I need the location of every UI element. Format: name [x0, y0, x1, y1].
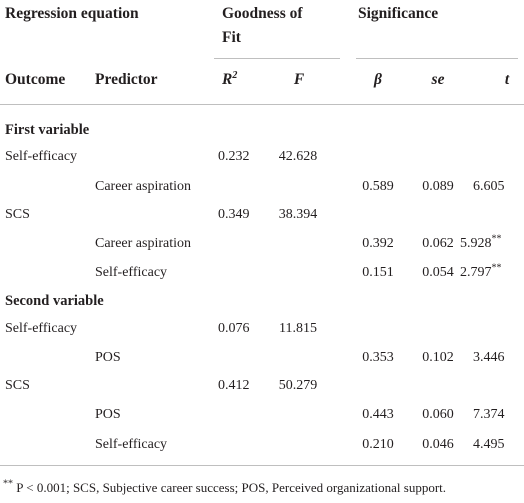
cell: SCS — [5, 207, 30, 222]
group-header: Fit — [222, 29, 241, 46]
cell: SCS — [5, 378, 30, 393]
cell: 0.054 — [422, 265, 454, 280]
group-header: Significance — [358, 5, 439, 22]
cell: Career aspiration — [95, 179, 192, 194]
significance-mark: ** — [491, 262, 502, 274]
cell: Self-efficacy — [5, 321, 78, 336]
cell: 38.394 — [278, 207, 318, 222]
cell: 2.797** — [460, 262, 502, 282]
cell: 0.046 — [422, 437, 454, 452]
column-header: β — [374, 71, 382, 88]
cell: 4.495 — [473, 436, 505, 454]
cell: 0.076 — [218, 321, 250, 336]
cell-value: 3.446 — [473, 350, 505, 365]
cell: 0.232 — [218, 149, 250, 164]
cell: 0.060 — [422, 407, 454, 422]
column-header: R2 — [222, 69, 238, 89]
cell: 11.815 — [279, 321, 317, 336]
cell: 50.279 — [278, 378, 318, 393]
column-header: Outcome — [5, 71, 66, 88]
cell: Self-efficacy — [95, 437, 168, 452]
cell-value: 2.797 — [460, 265, 492, 280]
superscript: 2 — [232, 69, 238, 81]
cell-value: 5.928 — [460, 236, 492, 251]
cell-value: 6.605 — [473, 179, 505, 194]
cell: POS — [95, 407, 121, 422]
cell: 5.928** — [460, 233, 502, 253]
footnote-mark: ** — [3, 478, 13, 490]
cell: 0.353 — [362, 350, 394, 365]
cell: 0.102 — [422, 350, 454, 365]
rule — [0, 465, 524, 466]
group-header: Goodness of — [222, 5, 303, 22]
cell: 7.374 — [473, 406, 505, 424]
cell: 0.443 — [362, 407, 394, 422]
cell: 0.412 — [218, 378, 250, 393]
cell: Career aspiration — [95, 236, 192, 251]
group-header: Regression equation — [5, 5, 139, 22]
cell: 0.392 — [362, 236, 394, 251]
cell: 0.589 — [362, 179, 394, 194]
cell: 0.062 — [422, 236, 454, 251]
column-header: se — [431, 71, 445, 88]
cell: 0.349 — [218, 207, 250, 222]
rule — [214, 58, 340, 59]
cell: 3.446 — [473, 349, 505, 367]
cell: Self-efficacy — [5, 149, 78, 164]
cell: 42.628 — [278, 149, 318, 164]
cell: 0.089 — [422, 179, 454, 194]
footnote-text: P < 0.001; SCS, Subjective career succes… — [16, 480, 447, 495]
rule — [356, 58, 518, 59]
cell: 6.605 — [473, 178, 505, 196]
cell: Self-efficacy — [95, 265, 168, 280]
column-header: F — [293, 71, 305, 88]
section-label: First variable — [5, 122, 90, 138]
significance-mark: ** — [491, 233, 502, 245]
cell: POS — [95, 350, 121, 365]
column-header: R — [222, 71, 233, 88]
cell: 0.210 — [362, 437, 394, 452]
column-header: t — [504, 71, 510, 88]
section-label: Second variable — [5, 293, 104, 309]
cell-value: 4.495 — [473, 437, 505, 452]
footnote: ** P < 0.001; SCS, Subjective career suc… — [3, 479, 446, 497]
cell-value: 7.374 — [473, 407, 505, 422]
column-header: Predictor — [95, 71, 158, 88]
cell: 0.151 — [362, 265, 394, 280]
rule — [0, 104, 524, 105]
